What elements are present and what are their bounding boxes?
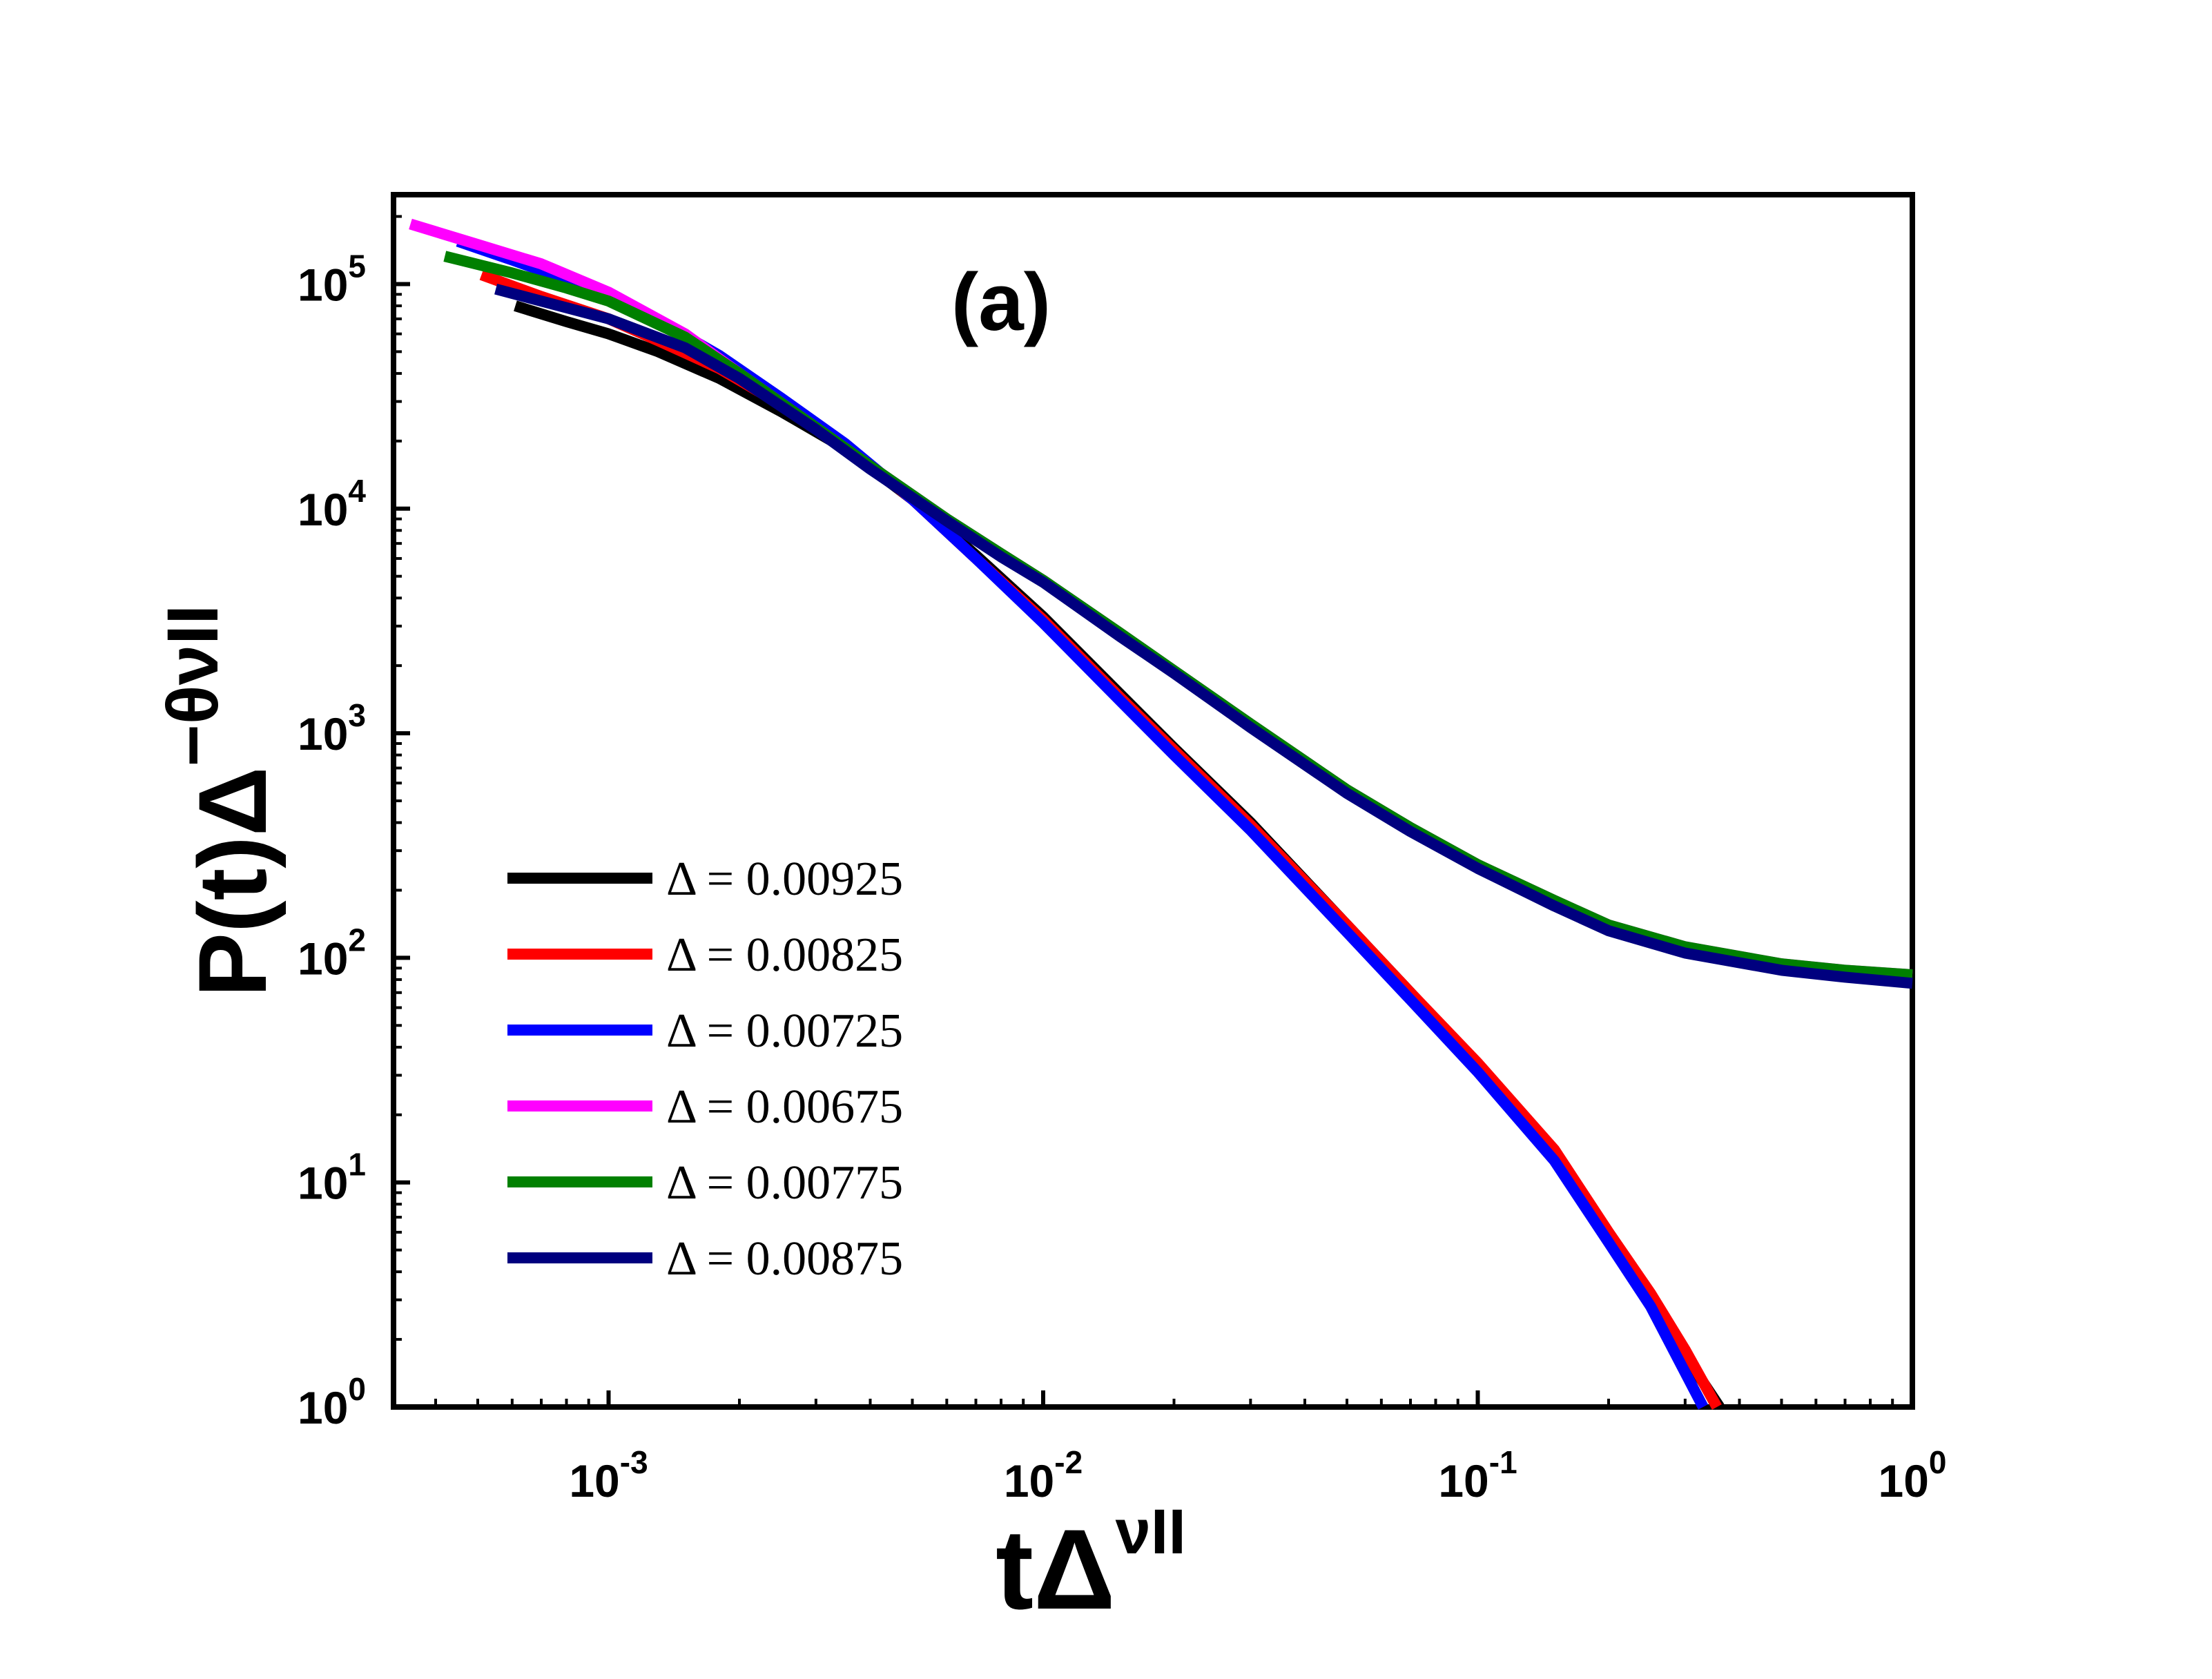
legend-label-1: Δ = 0.00925 (666, 853, 903, 906)
series-layer (409, 218, 1913, 1410)
y-tick-label: 103 (298, 697, 366, 759)
y-axis-title-base: P(t)Δ (178, 766, 287, 997)
x-tick-label: 100 (1878, 1444, 1946, 1506)
y-tick-label: 104 (298, 473, 366, 535)
y-tick-label: 102 (298, 922, 366, 984)
panel-label: (a) (951, 257, 1051, 348)
y-tick-label: 105 (298, 248, 366, 310)
x-axis-title: tΔνII (996, 1497, 1186, 1633)
legend-label-5: Δ = 0.00775 (666, 1156, 903, 1210)
legend-label-3: Δ = 0.00725 (666, 1005, 903, 1058)
series-line-6 (494, 283, 1913, 989)
legend-label-4: Δ = 0.00675 (666, 1080, 903, 1134)
legend: Δ = 0.00925 Δ = 0.00825 Δ = 0.00725 Δ = 0.0… (507, 853, 903, 1285)
x-tick-label: 10-1 (1438, 1444, 1517, 1506)
y-axis-ticks: 100 101 102 103 104 105 (298, 215, 410, 1433)
y-tick-label: 101 (298, 1147, 366, 1209)
x-axis-ticks: 10-3 10-2 10-1 100 (434, 1390, 1947, 1506)
legend-label-6: Δ = 0.00875 (666, 1232, 903, 1285)
x-axis-title-sup: νII (1116, 1497, 1186, 1567)
y-axis-title-sup: −θνII (153, 605, 233, 767)
y-tick-label: 100 (298, 1371, 366, 1433)
y-axis-title: P(t)Δ−θνII (153, 605, 287, 998)
legend-label-2: Δ = 0.00825 (666, 929, 903, 982)
x-tick-label: 10-3 (569, 1444, 648, 1506)
x-axis-title-base: tΔ (996, 1506, 1116, 1633)
x-tick-label: 10-2 (1004, 1444, 1083, 1506)
